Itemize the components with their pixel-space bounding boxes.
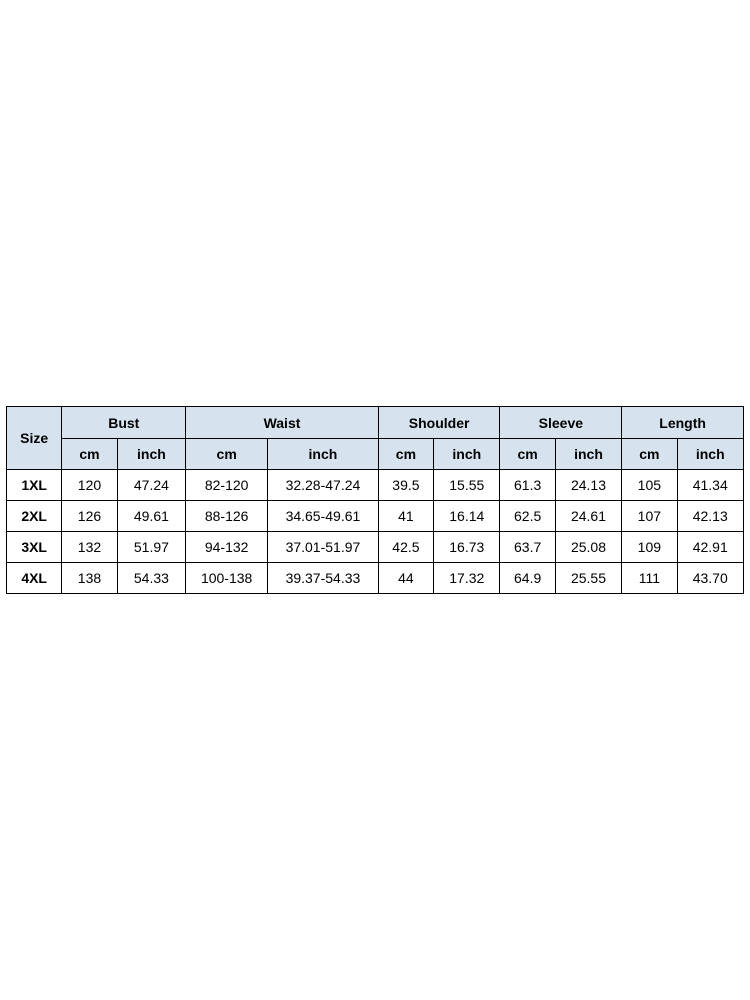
table-row: 1XL 120 47.24 82-120 32.28-47.24 39.5 15… bbox=[7, 470, 744, 501]
header-waist-inch: inch bbox=[268, 439, 379, 470]
cell-length-cm: 107 bbox=[622, 501, 677, 532]
header-shoulder-inch: inch bbox=[434, 439, 500, 470]
cell-sleeve-inch: 25.08 bbox=[555, 532, 621, 563]
cell-waist-cm: 82-120 bbox=[186, 470, 268, 501]
cell-length-cm: 111 bbox=[622, 563, 677, 594]
header-length-inch: inch bbox=[677, 439, 744, 470]
cell-length-inch: 42.13 bbox=[677, 501, 744, 532]
cell-length-cm: 109 bbox=[622, 532, 677, 563]
header-bust-inch: inch bbox=[117, 439, 186, 470]
cell-sleeve-inch: 24.61 bbox=[555, 501, 621, 532]
cell-sleeve-cm: 63.7 bbox=[500, 532, 555, 563]
cell-length-inch: 43.70 bbox=[677, 563, 744, 594]
cell-bust-inch: 49.61 bbox=[117, 501, 186, 532]
cell-waist-inch: 37.01-51.97 bbox=[268, 532, 379, 563]
cell-sleeve-cm: 64.9 bbox=[500, 563, 555, 594]
table-header: Size Bust Waist Shoulder Sleeve Length c… bbox=[7, 407, 744, 470]
cell-bust-cm: 138 bbox=[62, 563, 117, 594]
cell-waist-inch: 34.65-49.61 bbox=[268, 501, 379, 532]
cell-waist-cm: 100-138 bbox=[186, 563, 268, 594]
cell-bust-cm: 120 bbox=[62, 470, 117, 501]
cell-waist-cm: 88-126 bbox=[186, 501, 268, 532]
header-shoulder: Shoulder bbox=[378, 407, 500, 439]
cell-size: 1XL bbox=[7, 470, 62, 501]
table-body: 1XL 120 47.24 82-120 32.28-47.24 39.5 15… bbox=[7, 470, 744, 594]
cell-shoulder-inch: 15.55 bbox=[434, 470, 500, 501]
header-sleeve: Sleeve bbox=[500, 407, 622, 439]
cell-size: 2XL bbox=[7, 501, 62, 532]
header-waist: Waist bbox=[186, 407, 379, 439]
table-row: 3XL 132 51.97 94-132 37.01-51.97 42.5 16… bbox=[7, 532, 744, 563]
cell-shoulder-cm: 42.5 bbox=[378, 532, 433, 563]
header-size: Size bbox=[7, 407, 62, 470]
cell-shoulder-inch: 16.73 bbox=[434, 532, 500, 563]
cell-length-inch: 42.91 bbox=[677, 532, 744, 563]
cell-waist-cm: 94-132 bbox=[186, 532, 268, 563]
header-waist-cm: cm bbox=[186, 439, 268, 470]
table-row: 2XL 126 49.61 88-126 34.65-49.61 41 16.1… bbox=[7, 501, 744, 532]
cell-shoulder-cm: 39.5 bbox=[378, 470, 433, 501]
header-sleeve-inch: inch bbox=[555, 439, 621, 470]
header-shoulder-cm: cm bbox=[378, 439, 433, 470]
header-sleeve-cm: cm bbox=[500, 439, 555, 470]
cell-sleeve-cm: 62.5 bbox=[500, 501, 555, 532]
header-bust-cm: cm bbox=[62, 439, 117, 470]
cell-waist-inch: 39.37-54.33 bbox=[268, 563, 379, 594]
cell-bust-cm: 132 bbox=[62, 532, 117, 563]
header-length-cm: cm bbox=[622, 439, 677, 470]
cell-shoulder-cm: 44 bbox=[378, 563, 433, 594]
cell-waist-inch: 32.28-47.24 bbox=[268, 470, 379, 501]
cell-shoulder-inch: 17.32 bbox=[434, 563, 500, 594]
cell-length-inch: 41.34 bbox=[677, 470, 744, 501]
cell-size: 3XL bbox=[7, 532, 62, 563]
cell-sleeve-cm: 61.3 bbox=[500, 470, 555, 501]
cell-length-cm: 105 bbox=[622, 470, 677, 501]
table-row: 4XL 138 54.33 100-138 39.37-54.33 44 17.… bbox=[7, 563, 744, 594]
cell-bust-inch: 47.24 bbox=[117, 470, 186, 501]
cell-bust-inch: 51.97 bbox=[117, 532, 186, 563]
header-length: Length bbox=[622, 407, 744, 439]
cell-sleeve-inch: 24.13 bbox=[555, 470, 621, 501]
cell-size: 4XL bbox=[7, 563, 62, 594]
cell-shoulder-cm: 41 bbox=[378, 501, 433, 532]
cell-bust-inch: 54.33 bbox=[117, 563, 186, 594]
cell-bust-cm: 126 bbox=[62, 501, 117, 532]
cell-shoulder-inch: 16.14 bbox=[434, 501, 500, 532]
size-table: Size Bust Waist Shoulder Sleeve Length c… bbox=[6, 406, 744, 594]
cell-sleeve-inch: 25.55 bbox=[555, 563, 621, 594]
size-chart: Size Bust Waist Shoulder Sleeve Length c… bbox=[6, 406, 744, 594]
header-bust: Bust bbox=[62, 407, 186, 439]
